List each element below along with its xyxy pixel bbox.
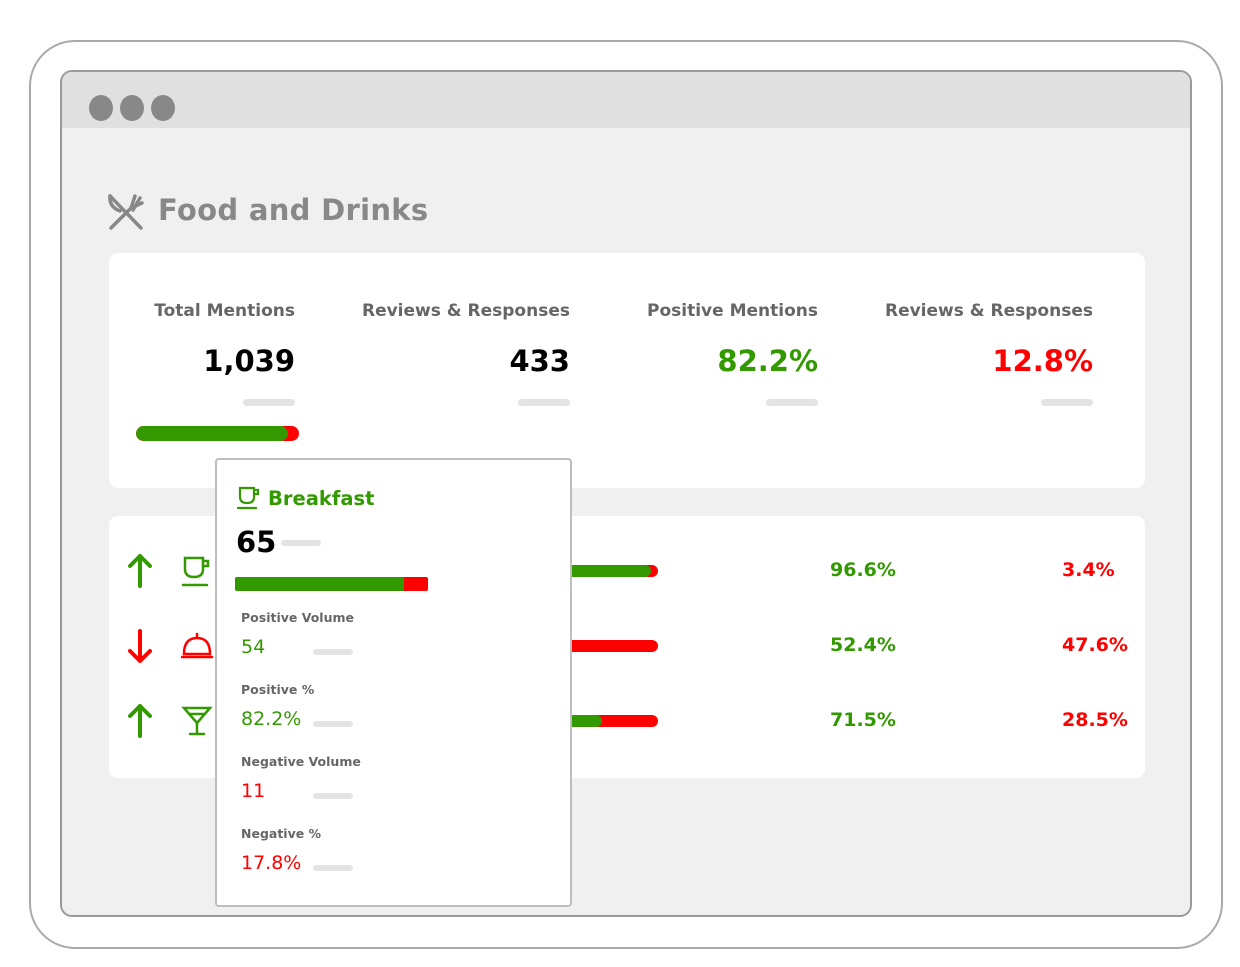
stat-value: 1,039 [203, 344, 295, 378]
trend-up-icon [128, 704, 152, 738]
tooltip-field-value: 54 [241, 636, 266, 658]
placeholder-pill [1041, 399, 1093, 406]
placeholder-pill [313, 721, 353, 727]
tooltip-field-value: 82.2% [241, 708, 302, 730]
stats-card [109, 253, 1145, 488]
window-dot[interactable] [120, 95, 144, 121]
cloche-icon [181, 632, 214, 659]
stat-value: 433 [509, 344, 570, 378]
fork-knife-icon [108, 194, 144, 230]
cocktail-icon [181, 706, 213, 736]
window-dot[interactable] [89, 95, 113, 121]
page-title: Food and Drinks [158, 193, 429, 227]
row-negative-pct: 47.6% [1062, 634, 1128, 656]
stat-value: 12.8% [992, 344, 1093, 378]
trend-up-icon [128, 554, 152, 588]
placeholder-pill [313, 649, 353, 655]
placeholder-pill [313, 865, 353, 871]
placeholder-pill [313, 793, 353, 799]
tooltip-title: Breakfast [268, 487, 375, 510]
tooltip-field-label: Positive Volume [241, 610, 354, 625]
stat-label: Total Mentions [154, 301, 295, 321]
placeholder-pill [518, 399, 570, 406]
summary-sentiment-bar [136, 426, 299, 441]
tooltip-field-label: Positive % [241, 682, 315, 697]
window-titlebar [62, 72, 1190, 128]
tooltip-sentiment-bar [235, 577, 428, 591]
row-positive-pct: 96.6% [830, 559, 896, 581]
row-positive-pct: 52.4% [830, 634, 896, 656]
stat-label: Reviews & Responses [361, 301, 570, 321]
trend-down-icon [128, 629, 152, 663]
placeholder-pill [243, 399, 295, 406]
tooltip-field-label: Negative % [241, 826, 322, 841]
tooltip-field-value: 17.8% [241, 852, 302, 874]
row-positive-pct: 71.5% [830, 709, 896, 731]
tooltip-field-label: Negative Volume [241, 754, 361, 769]
coffee-cup-icon [181, 556, 210, 587]
row-negative-pct: 3.4% [1062, 559, 1115, 581]
coffee-cup-icon [237, 486, 260, 510]
stat-label: Reviews & Responses [884, 301, 1093, 321]
tooltip-field-value: 11 [241, 780, 266, 802]
stat-value: 82.2% [717, 344, 818, 378]
tooltip-total: 65 [236, 525, 277, 559]
breakfast-tooltip: Breakfast 65 Positive Volume 54 Positive… [215, 458, 572, 907]
stat-label: Positive Mentions [647, 301, 818, 321]
placeholder-pill [766, 399, 818, 406]
row-negative-pct: 28.5% [1062, 709, 1128, 731]
placeholder-pill [281, 540, 321, 546]
window-dot[interactable] [151, 95, 175, 121]
